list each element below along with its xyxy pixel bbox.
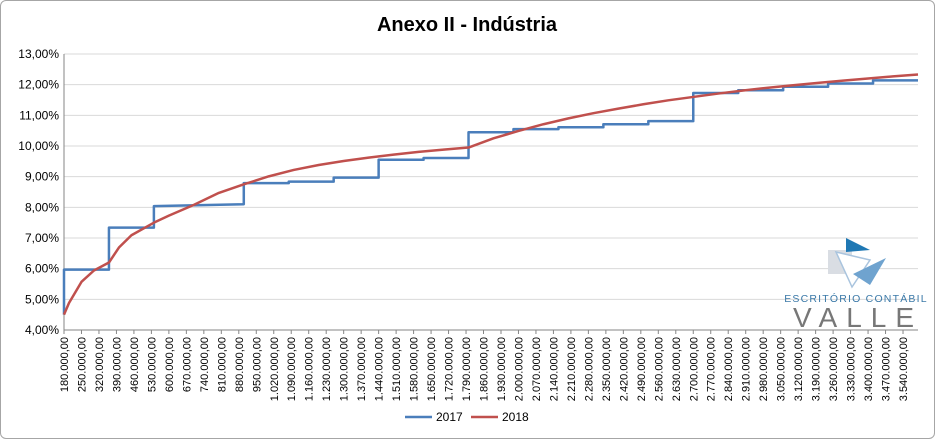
x-tick-label: 180.000,00: [59, 337, 71, 392]
series-line-2018: [62, 73, 919, 316]
x-tick-label: 880.000,00: [234, 337, 246, 392]
legend: 2017 2018: [405, 410, 529, 424]
x-tick-label: 1.090.000,00: [286, 337, 298, 401]
x-tick-label: 2.210.000,00: [566, 337, 578, 401]
x-tick-label: 2.910.000,00: [741, 337, 753, 401]
x-tick-label: 320.000,00: [94, 337, 106, 392]
x-tick-label: 810.000,00: [216, 337, 228, 392]
x-tick-label: 1.650.000,00: [426, 337, 438, 401]
x-axis-tick-labels: 180.000,00 250.000,00 320.000,00 390.000,00…: [59, 337, 910, 401]
escritorio-valle-logo: ESCRITÓRIO CONTÁBIL VALLE: [784, 238, 928, 333]
y-tick-label: 4,00%: [25, 323, 59, 337]
x-tick-label: 2.630.000,00: [671, 337, 683, 401]
x-tick-label: 1.510.000,00: [391, 337, 403, 401]
x-tick-label: 1.370.000,00: [356, 337, 368, 401]
chart-title: Anexo II - Indústria: [377, 14, 558, 36]
x-tick-label: 2.420.000,00: [618, 337, 630, 401]
y-tick-label: 6,00%: [25, 262, 59, 276]
y-tick-label: 11,00%: [19, 108, 59, 122]
x-tick-label: 3.260.000,00: [828, 337, 840, 401]
x-tick-label: 3.120.000,00: [793, 337, 805, 401]
series-lines: [62, 73, 919, 316]
x-tick-label: 600.000,00: [164, 337, 176, 392]
logo-line2: VALLE: [793, 302, 923, 333]
y-tick-label: 13,00%: [18, 47, 59, 61]
x-tick-label: 3.470.000,00: [881, 337, 893, 401]
x-tick-label: 1.580.000,00: [409, 337, 421, 401]
x-tick-label: 2.770.000,00: [706, 337, 718, 401]
x-tick-label: 2.700.000,00: [688, 337, 700, 401]
y-tick-label: 10,00%: [18, 139, 59, 153]
x-tick-label: 1.300.000,00: [339, 337, 351, 401]
x-tick-label: 1.860.000,00: [479, 337, 491, 401]
logo-light-blue-shape: [853, 258, 886, 285]
y-axis-tick-labels: 4,00% 5,00% 6,00% 7,00% 8,00% 9,00% 10,00% 11,0…: [18, 47, 59, 337]
x-tick-label: 2.280.000,00: [583, 337, 595, 401]
x-tick-label: 1.930.000,00: [496, 337, 508, 401]
x-tick-label: 390.000,00: [111, 337, 123, 392]
x-tick-label: 2.490.000,00: [636, 337, 648, 401]
x-tick-label: 530.000,00: [146, 337, 158, 392]
x-tick-label: 2.560.000,00: [653, 337, 665, 401]
x-tick-label: 3.330.000,00: [846, 337, 858, 401]
x-tick-label: 2.070.000,00: [531, 337, 543, 401]
x-tick-label: 1.720.000,00: [444, 337, 456, 401]
y-tick-label: 8,00%: [25, 200, 59, 214]
y-tick-label: 7,00%: [25, 231, 59, 245]
x-tick-label: 2.140.000,00: [548, 337, 560, 401]
y-tick-label: 5,00%: [25, 292, 59, 306]
x-tick-label: 950.000,00: [251, 337, 263, 392]
x-tick-label: 460.000,00: [129, 337, 141, 392]
y-tick-label: 9,00%: [25, 170, 59, 184]
legend-label-2017: 2017: [436, 410, 463, 424]
x-tick-label: 3.400.000,00: [863, 337, 875, 401]
x-tick-label: 3.540.000,00: [898, 337, 910, 401]
x-tick-label: 670.000,00: [181, 337, 193, 392]
x-tick-label: 2.000.000,00: [513, 337, 525, 401]
x-tick-label: 1.230.000,00: [321, 337, 333, 401]
x-tick-label: 2.840.000,00: [723, 337, 735, 401]
x-tick-label: 1.020.000,00: [269, 337, 281, 401]
x-tick-label: 2.350.000,00: [601, 337, 613, 401]
x-tick-label: 2.980.000,00: [758, 337, 770, 401]
y-tick-label: 12,00%: [18, 78, 59, 92]
grid-lines: [63, 53, 918, 334]
x-tick-label: 1.790.000,00: [461, 337, 473, 401]
x-tick-label: 1.160.000,00: [304, 337, 316, 401]
x-tick-label: 1.440.000,00: [374, 337, 386, 401]
x-tick-label: 3.190.000,00: [811, 337, 823, 401]
x-tick-label: 250.000,00: [76, 337, 88, 392]
logo-blue-triangle: [846, 238, 870, 252]
legend-label-2018: 2018: [502, 410, 529, 424]
x-tick-label: 740.000,00: [199, 337, 211, 392]
logo-line1: ESCRITÓRIO CONTÁBIL: [784, 292, 928, 305]
x-tick-label: 3.050.000,00: [776, 337, 788, 401]
